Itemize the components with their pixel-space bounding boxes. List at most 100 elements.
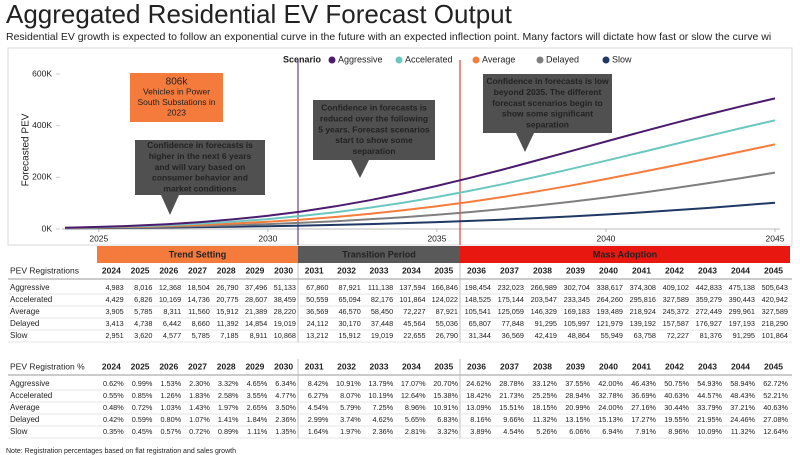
table-cell: 0.57% <box>160 427 181 436</box>
annotation-pointer <box>161 195 179 215</box>
table-cell: 20.99% <box>565 403 590 412</box>
table-cell: 4,983 <box>105 283 123 292</box>
period-label: Transition Period <box>342 249 416 259</box>
annotation-text: show some significant <box>502 109 593 119</box>
table-cell: 87,921 <box>436 307 458 316</box>
column-header: 2035 <box>434 265 453 275</box>
table-cell: 2,951 <box>105 331 123 340</box>
column-header: 2043 <box>698 361 717 371</box>
table-cell: 42,419 <box>535 331 557 340</box>
table-cell: 25.25% <box>532 391 557 400</box>
table-cell: 5,785 <box>192 331 210 340</box>
table-cell: 40.63% <box>664 391 689 400</box>
table-cell: 4,429 <box>105 295 123 304</box>
table-cell: 8,660 <box>192 319 210 328</box>
table-cell: 38,459 <box>274 295 296 304</box>
table-cell: 157,587 <box>663 319 689 328</box>
table-cell: 15.13% <box>598 415 623 424</box>
table-cell: 101,864 <box>399 295 425 304</box>
table-cell: 8.96% <box>668 427 689 436</box>
table-cell: 0.80% <box>160 415 181 424</box>
row-label: Delayed <box>10 415 39 424</box>
table-cell: 0.55% <box>103 391 124 400</box>
table-cell: 0.72% <box>132 403 153 412</box>
period-band <box>298 246 460 263</box>
column-header: 2024 <box>102 361 121 371</box>
table-cell: 409,102 <box>663 283 689 292</box>
table-cell: 33.79% <box>697 403 722 412</box>
page-title: Aggregated Residential EV Forecast Outpu… <box>6 0 513 29</box>
table-cell: 37.21% <box>730 403 755 412</box>
legend-title: Scenario <box>283 54 322 64</box>
annotation-text: Confidence in forecasts is <box>147 140 253 150</box>
table-cell: 46.43% <box>631 379 656 388</box>
table-cell: 1.64% <box>308 427 329 436</box>
annotation-box <box>313 100 435 160</box>
annotation-text: and will vary based on <box>155 162 246 172</box>
table-cell: 20.70% <box>433 379 458 388</box>
y-axis-label: Forecasted PEV <box>21 113 32 186</box>
annotation-box <box>135 140 265 195</box>
column-header: 2039 <box>566 361 585 371</box>
table-cell: 36,569 <box>306 307 328 316</box>
table-cell: 6,442 <box>163 319 181 328</box>
series-line <box>64 97 776 229</box>
column-header: 2031 <box>305 265 324 275</box>
column-header: 2032 <box>337 361 356 371</box>
table-cell: 198,454 <box>465 283 491 292</box>
table-cell: 82,176 <box>371 295 393 304</box>
table-cell: 475,138 <box>729 283 755 292</box>
series-line <box>64 143 776 229</box>
annotation-text: beyond 2035. The different <box>494 87 602 97</box>
table-cell: 13.15% <box>565 415 590 424</box>
annotation-text: market conditions <box>163 183 236 193</box>
column-header: 2041 <box>632 265 651 275</box>
column-header: 2044 <box>731 361 750 371</box>
table-cell: 17.27% <box>631 415 656 424</box>
column-header: 2025 <box>131 265 150 275</box>
annotation-text: start to show some <box>335 135 413 145</box>
table-cell: 4.54% <box>503 427 524 436</box>
table-cell: 40.63% <box>763 403 788 412</box>
table-cell: 72,227 <box>667 331 689 340</box>
table-cell: 101,864 <box>762 331 788 340</box>
table-cell: 3.74% <box>340 415 361 424</box>
y-tick-label: 0K <box>42 223 53 233</box>
table-cell: 11,392 <box>217 319 239 328</box>
table-cell: 44.57% <box>697 391 722 400</box>
column-header: 2027 <box>188 361 207 371</box>
table-cell: 374,308 <box>630 283 656 292</box>
column-header: 2024 <box>102 265 121 275</box>
table-cell: 0.89% <box>218 427 239 436</box>
table-cell: 203,547 <box>531 295 557 304</box>
table-cell: 1.07% <box>189 415 210 424</box>
table-cell: 4.54% <box>308 403 329 412</box>
table-cell: 5.79% <box>340 403 361 412</box>
annotation-text: South Substations in <box>138 97 216 107</box>
table-cell: 26,790 <box>216 283 238 292</box>
note: Note: Registration percentages based on … <box>6 448 236 455</box>
table-cell: 14,736 <box>188 295 210 304</box>
table-cell: 27.16% <box>631 403 656 412</box>
table-cell: 10.91% <box>433 403 458 412</box>
column-header: 2030 <box>274 265 293 275</box>
table-cell: 2.36% <box>372 427 393 436</box>
table-cell: 218,924 <box>630 307 656 316</box>
table-cell: 1.84% <box>247 415 268 424</box>
table-cell: 148,525 <box>465 295 491 304</box>
table-cell: 33.12% <box>532 379 557 388</box>
table-cell: 58.94% <box>730 379 755 388</box>
table-cell: 3.89% <box>470 427 491 436</box>
annotation-text: Confidence in forecasts is low <box>486 76 609 86</box>
table-cell: 31,344 <box>469 331 491 340</box>
column-header: 2038 <box>533 265 552 275</box>
table-title: PEV Registrations <box>10 265 79 275</box>
table-cell: 2.99% <box>308 415 329 424</box>
table-cell: 3,620 <box>134 331 152 340</box>
table-cell: 505,643 <box>762 283 788 292</box>
table-cell: 11,560 <box>188 307 210 316</box>
table-cell: 1.97% <box>218 403 239 412</box>
legend-label: Aggressive <box>338 54 383 64</box>
column-header: 2029 <box>245 265 264 275</box>
